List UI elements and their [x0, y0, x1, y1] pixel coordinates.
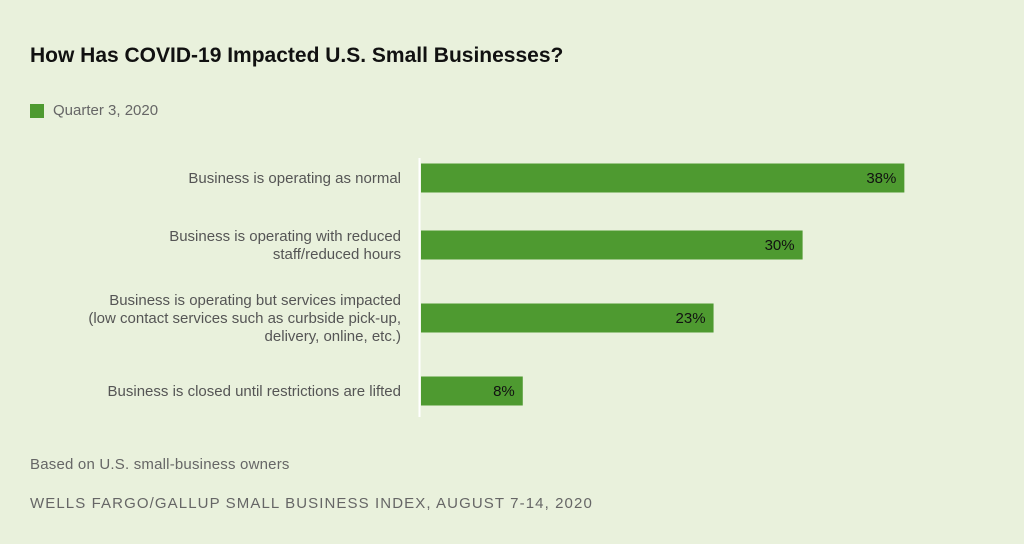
- bar: [421, 163, 905, 193]
- category-label: Business is operating as normal: [188, 170, 401, 187]
- chart-note: Based on U.S. small-business owners: [30, 456, 290, 473]
- bar-value-label: 38%: [866, 170, 896, 187]
- chart-source: WELLS FARGO/GALLUP SMALL BUSINESS INDEX,…: [30, 495, 593, 512]
- bar: [421, 303, 714, 333]
- category-label: Business is operating but services impac…: [109, 292, 401, 309]
- category-label: (low contact services such as curbside p…: [88, 310, 401, 327]
- category-label: Business is closed until restrictions ar…: [108, 383, 401, 400]
- bar: [421, 230, 803, 260]
- legend: Quarter 3, 2020: [30, 102, 158, 119]
- legend-swatch: [30, 103, 44, 118]
- category-label: staff/reduced hours: [273, 246, 401, 263]
- bar-value-label: 30%: [765, 237, 795, 254]
- category-label: delivery, online, etc.): [265, 328, 401, 345]
- category-label: Business is operating with reduced: [169, 228, 401, 245]
- legend-label: Quarter 3, 2020: [53, 102, 159, 119]
- bar-value-label: 8%: [493, 383, 515, 400]
- bar-value-label: 23%: [676, 310, 706, 327]
- chart-title: How Has COVID-19 Impacted U.S. Small Bus…: [30, 44, 564, 67]
- bar: [421, 376, 523, 406]
